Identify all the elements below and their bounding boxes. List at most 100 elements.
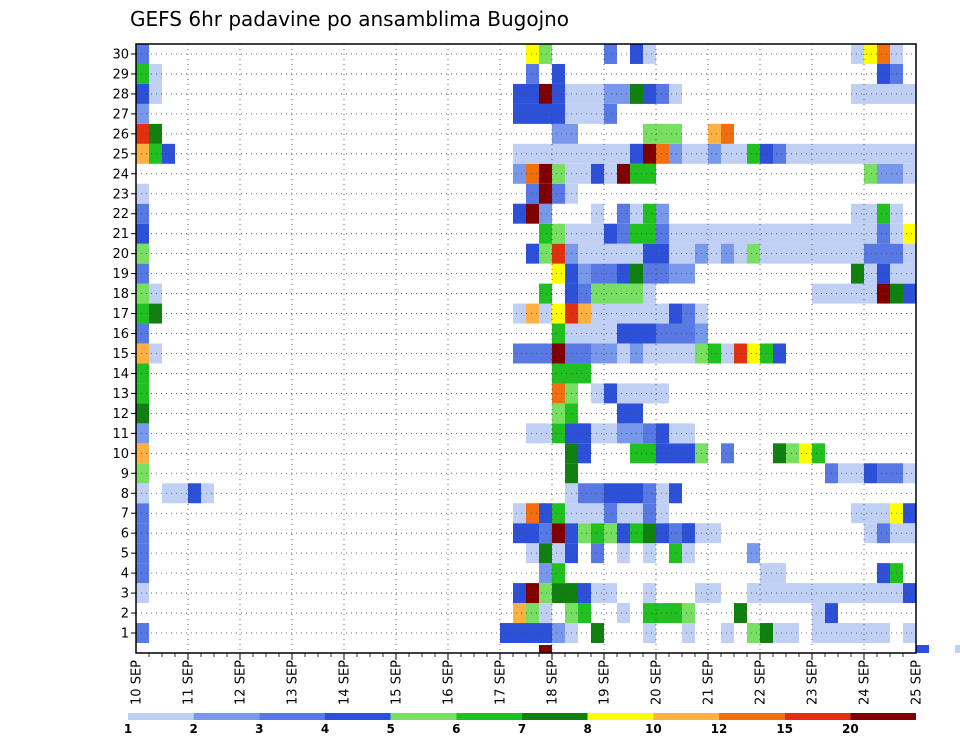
cell-m28-t0 — [136, 83, 149, 104]
cell-m20-t57 — [877, 243, 890, 264]
cell-m18-t31 — [539, 283, 552, 304]
cell-m26-t45 — [721, 123, 734, 144]
cell-m28-t57 — [877, 83, 890, 104]
cell-m12-t37 — [617, 403, 630, 424]
cell-m15-t41 — [669, 343, 682, 364]
x-tick-label-3: 13 SEP — [286, 660, 301, 705]
cell-m28-t30 — [526, 83, 539, 104]
cell-m18-t56 — [864, 283, 877, 304]
cell-m25-t56 — [864, 143, 877, 164]
cell-m25-t51 — [799, 143, 812, 164]
y-tick-label-1: 1 — [121, 627, 129, 642]
y-tick-label-22: 22 — [112, 207, 129, 222]
cell-m24-t39 — [643, 163, 656, 184]
cell-m3-t31 — [539, 583, 552, 604]
cell-m8-t35 — [591, 483, 604, 504]
cell-m25-t31 — [539, 143, 552, 164]
cell-m15-t29 — [513, 343, 526, 364]
cell-m11-t36 — [604, 423, 617, 444]
cell-m13-t37 — [617, 383, 630, 404]
cell-m1-t42 — [682, 623, 695, 643]
cell-m3-t57 — [877, 583, 890, 604]
cell-m20-t32 — [552, 243, 565, 264]
cell-m6-t31 — [539, 523, 552, 544]
cell-m3-t32 — [552, 583, 565, 604]
cell-m7-t40 — [656, 503, 669, 524]
cell-m18-t37 — [617, 283, 630, 304]
cell-m12-t0 — [136, 403, 149, 424]
cell-m3-t35 — [591, 583, 604, 604]
cell-m25-t0 — [136, 143, 149, 164]
cell-m2-t31 — [539, 603, 552, 624]
cell-m3-t55 — [851, 583, 864, 604]
cell-m26-t40 — [656, 123, 669, 144]
cell-m27-t32 — [552, 103, 565, 124]
cell-m25-t34 — [578, 143, 591, 164]
cell-m21-t50 — [786, 223, 799, 244]
cell-m15-t44 — [708, 343, 721, 364]
y-axis: 1234567891011121314151617181920212223242… — [112, 47, 129, 641]
cell-m1-t30 — [526, 623, 539, 643]
cell-m20-t42 — [682, 243, 695, 264]
cell-m3-t51 — [799, 583, 812, 604]
cell-m25-t2 — [162, 143, 175, 164]
cell-m13-t36 — [604, 383, 617, 404]
cell-m8-t34 — [578, 483, 591, 504]
cell-m3-t54 — [838, 583, 851, 604]
cell-m11-t41 — [669, 423, 682, 444]
cell-m19-t40 — [656, 263, 669, 284]
cell-m29-t57 — [877, 63, 890, 84]
cell-m25-t37 — [617, 143, 630, 164]
cell-m25-t36 — [604, 143, 617, 164]
cell-m20-t41 — [669, 243, 682, 264]
y-tick-label-13: 13 — [112, 387, 129, 402]
cell-m24-t56 — [864, 163, 877, 184]
cell-m10-t50 — [786, 443, 799, 464]
y-tick-label-12: 12 — [112, 407, 129, 422]
cell-m17-t29 — [513, 303, 526, 324]
legend-swatch-9 — [719, 713, 785, 720]
cell-m2-t42 — [682, 603, 695, 624]
cell-m20-t36 — [604, 243, 617, 264]
cell-m1-t35 — [591, 623, 604, 643]
cell-m24-t31 — [539, 163, 552, 184]
cell-m8-t5 — [201, 483, 214, 504]
cell-m16-t42 — [682, 323, 695, 344]
cell-m29-t30 — [526, 63, 539, 84]
cell-m17-t34 — [578, 303, 591, 324]
cell-m20-t50 — [786, 243, 799, 264]
cell-m15-t36 — [604, 343, 617, 364]
cell-m1-t45 — [721, 623, 734, 643]
cell-m21-t34 — [578, 223, 591, 244]
cell-m13-t32 — [552, 383, 565, 404]
cell-m21-t44 — [708, 223, 721, 244]
cell-m8-t4 — [188, 483, 201, 504]
legend-label-2: 3 — [255, 722, 263, 736]
cell-m22-t40 — [656, 203, 669, 224]
cell-m19-t34 — [578, 263, 591, 284]
cell-m9-t59 — [903, 463, 916, 484]
cell-m2-t41 — [669, 603, 682, 624]
cell-m1-t52 — [812, 623, 825, 643]
cell-m28-t39 — [643, 83, 656, 104]
x-tick-label-0: 10 SEP — [130, 660, 145, 705]
cell-m1-t29 — [513, 623, 526, 643]
cell-m5-t47 — [747, 543, 760, 564]
cell-m8-t36 — [604, 483, 617, 504]
y-tick-label-24: 24 — [112, 167, 129, 182]
cell-m21-t41 — [669, 223, 682, 244]
x-tick-label-4: 14 SEP — [338, 660, 353, 705]
cell-m21-t47 — [747, 223, 760, 244]
cell-m5-t39 — [643, 543, 656, 564]
cell-m7-t39 — [643, 503, 656, 524]
cell-m18-t35 — [591, 283, 604, 304]
cell-m3-t50 — [786, 583, 799, 604]
cell-m15-t32 — [552, 343, 565, 364]
cell-m14-t34 — [578, 363, 591, 384]
cell-m15-t35 — [591, 343, 604, 364]
cell-m28-t31 — [539, 83, 552, 104]
cell-m7-t30 — [526, 503, 539, 524]
y-tick-label-15: 15 — [112, 347, 129, 362]
cell-m8-t0 — [136, 483, 149, 504]
cell-m20-t45 — [721, 243, 734, 264]
